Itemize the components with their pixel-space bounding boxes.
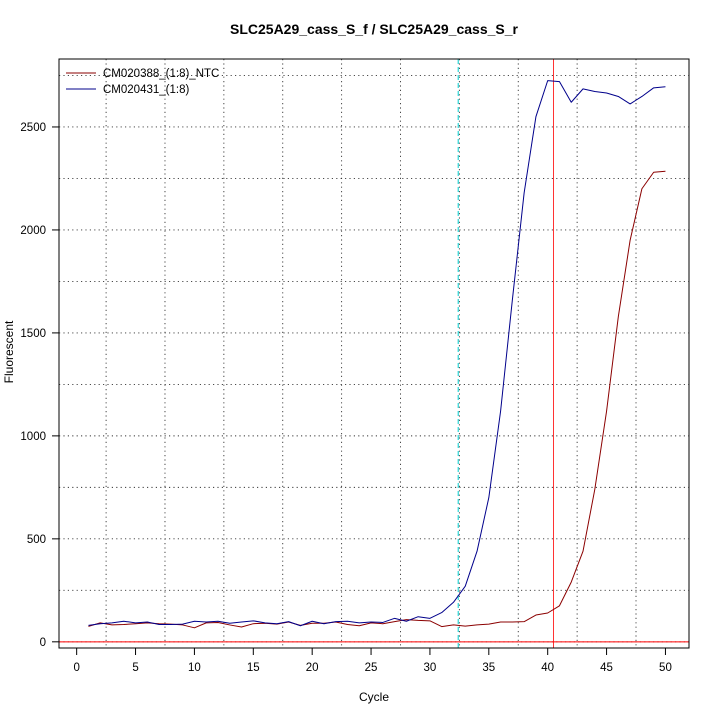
x-tick-label: 30	[424, 662, 437, 674]
x-tick-label: 35	[482, 662, 495, 674]
plot-frame	[58, 58, 690, 649]
series-line-1	[88, 80, 666, 627]
reference-lines	[59, 59, 689, 648]
y-tick-label: 2000	[20, 225, 46, 237]
legend-label-ntc: CM020388_(1:8)_NTC	[103, 68, 219, 80]
x-tick-label: 5	[132, 662, 138, 674]
x-tick-label: 50	[659, 662, 672, 674]
x-axis-ticks: 0 5 10 15 20 25 30 35 40 45 50	[73, 648, 672, 674]
x-tick-label: 20	[306, 662, 319, 674]
x-tick-label: 10	[188, 662, 201, 674]
x-tick-label: 0	[73, 662, 79, 674]
series-layer	[88, 80, 666, 629]
y-tick-label: 500	[27, 534, 46, 546]
grid-layer	[59, 59, 689, 648]
x-tick-label: 15	[247, 662, 260, 674]
y-axis-ticks: 0 500 1000 1500 2000 2500	[20, 122, 59, 649]
x-tick-label: 40	[541, 662, 554, 674]
y-tick-label: 1000	[20, 431, 46, 443]
x-tick-label: 45	[600, 662, 613, 674]
y-tick-label: 2500	[20, 122, 46, 134]
y-axis-label: Fluorescent	[2, 320, 16, 383]
x-tick-label: 25	[365, 662, 378, 674]
y-tick-label: 0	[40, 637, 46, 649]
legend: CM020388_(1:8)_NTC CM020431_(1:8)	[66, 68, 219, 96]
x-axis-label: Cycle	[359, 690, 389, 704]
y-tick-label: 1500	[20, 328, 46, 340]
series-line-0	[88, 170, 666, 629]
legend-label-sample: CM020431_(1:8)	[103, 84, 189, 96]
chart-title: SLC25A29_cass_S_f / SLC25A29_cass_S_r	[230, 21, 519, 37]
